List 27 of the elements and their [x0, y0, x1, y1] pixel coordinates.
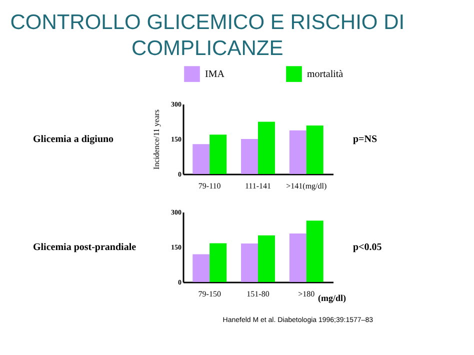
- text: Glicemia a digiuno: [33, 134, 114, 145]
- text: p=NS: [353, 134, 378, 145]
- bar: [192, 254, 210, 282]
- bar: [192, 144, 210, 174]
- legend-label: mortalità: [307, 69, 344, 80]
- bar: [306, 125, 324, 174]
- y-axis-title: Incidence/11 years: [152, 110, 161, 170]
- bar: [289, 233, 306, 282]
- bar: [258, 122, 275, 174]
- x-tick-label: 111-141: [244, 182, 272, 190]
- bar: [241, 244, 258, 282]
- bar: [306, 220, 324, 282]
- x-tick-label: 151-80: [246, 290, 270, 298]
- bar: [241, 139, 258, 174]
- bar: [258, 235, 275, 282]
- bar: [210, 243, 227, 282]
- x-tick-label: >180: [298, 290, 315, 298]
- text: p<0.05: [353, 242, 382, 253]
- text: (mg/dl): [318, 293, 346, 303]
- text: Glicemia post-prandiale: [33, 242, 137, 253]
- x-tick-label: 79-110: [198, 182, 221, 190]
- legend-label: IMA: [205, 69, 226, 80]
- bar: [210, 134, 227, 174]
- chart-title: CONTROLLO GLICEMICO E RISCHIO DI COMPLICANZE: [10, 11, 405, 60]
- bar: [289, 130, 306, 174]
- x-tick-label: >141(mg/dl): [286, 182, 327, 190]
- x-tick-label: 79-150: [198, 290, 221, 298]
